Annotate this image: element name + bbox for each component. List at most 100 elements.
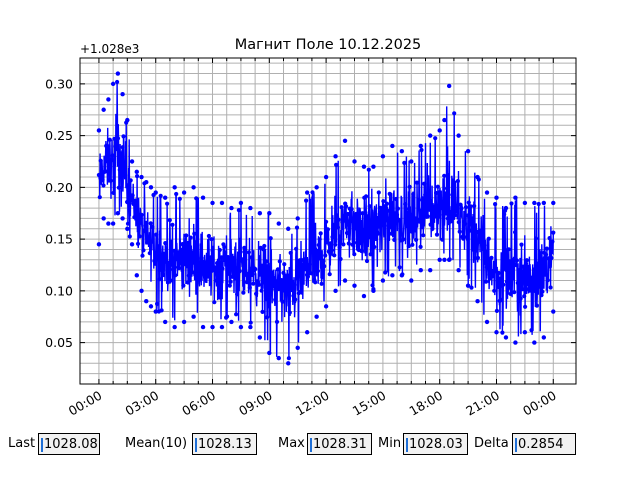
data-point <box>473 240 479 245</box>
data-point <box>513 230 518 235</box>
data-point <box>304 190 310 195</box>
data-point <box>404 206 409 212</box>
min-value-field[interactable]: 1028.03 <box>403 433 468 455</box>
data-point <box>461 236 466 241</box>
data-point <box>203 264 208 269</box>
data-point <box>468 204 473 209</box>
x-tick-label: 12:00 <box>293 388 332 419</box>
data-point <box>511 258 516 263</box>
data-point <box>105 148 110 153</box>
data-point <box>331 222 336 227</box>
x-tick-label: 09:00 <box>236 388 275 419</box>
data-point <box>335 225 340 230</box>
data-point <box>186 273 191 278</box>
data-point <box>442 117 447 123</box>
data-point <box>215 264 221 269</box>
data-point <box>520 287 525 292</box>
data-point <box>261 247 266 252</box>
data-point <box>196 262 201 267</box>
data-point <box>293 297 298 302</box>
data-point <box>288 250 293 255</box>
delta-value-field[interactable]: 0.2854 <box>512 433 576 455</box>
data-point <box>430 226 435 231</box>
data-point <box>125 221 131 226</box>
data-point <box>158 193 163 198</box>
data-point <box>336 217 341 222</box>
data-point <box>247 285 252 290</box>
data-point <box>313 280 318 285</box>
data-point <box>341 242 346 247</box>
data-point <box>155 301 160 306</box>
data-point <box>190 270 195 275</box>
data-point <box>388 215 393 220</box>
data-point <box>436 214 441 219</box>
data-point <box>236 208 241 213</box>
data-point <box>234 312 239 317</box>
data-point <box>325 227 330 232</box>
data-point <box>501 282 506 287</box>
data-point <box>111 190 116 195</box>
data-point <box>172 324 177 330</box>
data-point <box>137 234 142 239</box>
data-point <box>357 229 362 234</box>
data-point <box>193 272 198 278</box>
data-point <box>205 268 210 273</box>
last-value-field[interactable]: 1028.08 <box>38 433 100 455</box>
data-point <box>345 211 350 217</box>
min-label: Min <box>378 436 402 451</box>
data-point <box>451 191 456 196</box>
data-point <box>268 236 273 241</box>
data-point <box>456 267 461 273</box>
data-point <box>425 214 430 219</box>
data-point <box>120 92 125 97</box>
data-point <box>181 190 187 195</box>
data-point <box>165 201 170 206</box>
data-point <box>144 299 149 304</box>
data-point <box>163 241 168 246</box>
data-point <box>231 256 236 261</box>
data-point <box>167 218 172 223</box>
data-point <box>446 257 452 263</box>
data-point <box>285 288 290 293</box>
data-point <box>368 252 373 257</box>
data-point <box>463 221 468 226</box>
data-point <box>309 241 314 246</box>
data-point <box>174 191 179 197</box>
data-point <box>109 158 114 163</box>
text-cursor-icon <box>406 438 408 452</box>
max-value-field[interactable]: 1028.31 <box>307 433 372 455</box>
data-point <box>371 164 376 169</box>
data-point <box>503 205 509 211</box>
x-tick-label: 21:00 <box>463 388 502 419</box>
data-point <box>126 185 131 190</box>
data-point <box>414 180 420 185</box>
data-point <box>411 192 416 197</box>
data-point <box>390 143 395 149</box>
y-tick-label: 0.15 <box>45 232 73 247</box>
data-point <box>233 265 238 270</box>
data-point <box>525 274 530 279</box>
data-point <box>492 288 497 293</box>
mean-value-field[interactable]: 1028.13 <box>192 433 257 455</box>
data-point <box>333 242 338 247</box>
data-point <box>521 264 526 269</box>
data-point <box>446 83 452 89</box>
data-point <box>433 136 438 141</box>
data-point <box>352 159 357 164</box>
data-point <box>129 242 135 247</box>
data-point <box>305 274 310 279</box>
data-point <box>475 174 480 180</box>
data-point <box>248 205 253 211</box>
data-point <box>120 216 125 221</box>
data-point <box>185 257 190 262</box>
data-point <box>139 212 144 217</box>
data-point <box>254 291 259 296</box>
data-point <box>428 133 433 138</box>
data-point <box>235 279 241 284</box>
data-point <box>457 229 462 234</box>
data-point <box>407 184 412 189</box>
data-point <box>366 167 371 172</box>
data-point <box>244 271 249 276</box>
data-point <box>543 252 549 257</box>
data-point <box>210 200 215 206</box>
